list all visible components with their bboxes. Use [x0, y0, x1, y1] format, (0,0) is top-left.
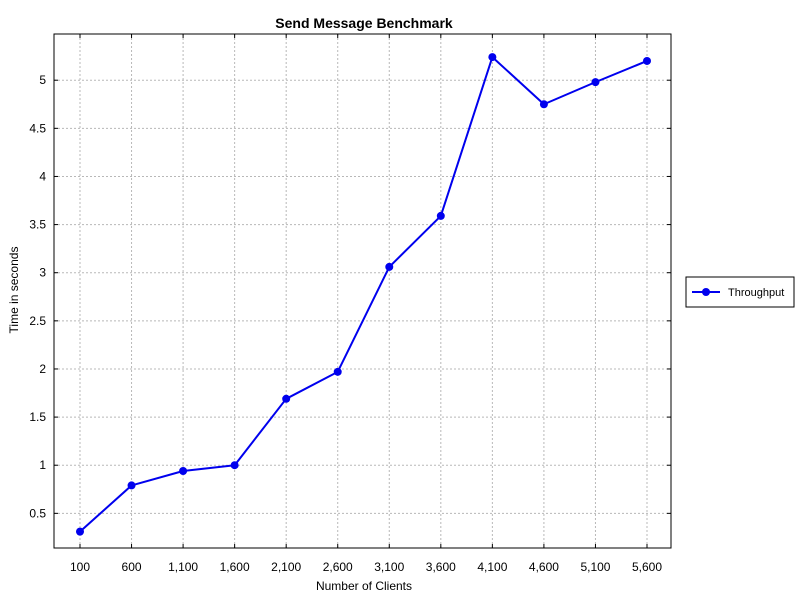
grid	[54, 34, 671, 548]
series-line-throughput	[79, 56, 648, 533]
y-tick-label: 1	[39, 458, 46, 472]
data-point	[539, 100, 548, 109]
y-tick-label: 3	[39, 266, 46, 280]
axis-ticks	[54, 34, 671, 548]
y-tick-labels: 0.5 1 1.5 2 2.5 3 3.5 4 4.5 5	[29, 73, 46, 520]
legend: Throughput	[685, 276, 795, 308]
y-axis-label: Time in seconds	[7, 247, 21, 334]
data-point	[179, 466, 188, 475]
series-layer	[76, 53, 651, 536]
data-point	[643, 56, 651, 65]
y-tick-label: 3.5	[29, 218, 46, 232]
x-tick-label: 600	[122, 560, 142, 574]
data-point	[488, 53, 497, 62]
x-tick-label: 4,600	[529, 560, 559, 574]
data-point	[230, 461, 239, 470]
y-tick-label: 2.5	[29, 314, 46, 328]
data-point	[591, 78, 600, 87]
data-point	[385, 262, 394, 271]
x-tick-label: 2,600	[323, 560, 353, 574]
data-point	[436, 211, 445, 220]
x-tick-label: 5,600	[632, 560, 662, 574]
plot-area	[53, 33, 672, 549]
x-tick-labels: 100 600 1,100 1,600 2,100 2,600 3,100 3,600 4,10…	[70, 560, 662, 574]
x-tick-label: 2,100	[271, 560, 301, 574]
legend-label-throughput: Throughput	[728, 287, 784, 299]
data-point	[333, 367, 342, 376]
x-tick-label: 1,100	[168, 560, 198, 574]
x-tick-label: 100	[70, 560, 90, 574]
data-point	[76, 527, 84, 536]
y-tick-label: 4	[39, 169, 46, 183]
y-tick-label: 0.5	[29, 506, 46, 520]
x-tick-label: 1,600	[220, 560, 250, 574]
x-tick-label: 4,100	[477, 560, 507, 574]
x-tick-label: 3,100	[374, 560, 404, 574]
data-point	[282, 394, 291, 403]
x-axis-label: Number of Clients	[316, 579, 412, 593]
legend-swatch-marker	[702, 288, 710, 296]
y-tick-label: 2	[39, 362, 46, 376]
x-tick-label: 3,600	[426, 560, 456, 574]
x-tick-label: 5,100	[580, 560, 610, 574]
y-tick-label: 4.5	[29, 121, 46, 135]
y-tick-label: 5	[39, 73, 46, 87]
data-point	[127, 481, 136, 490]
y-tick-label: 1.5	[29, 410, 46, 424]
chart-title: Send Message Benchmark	[275, 15, 453, 31]
